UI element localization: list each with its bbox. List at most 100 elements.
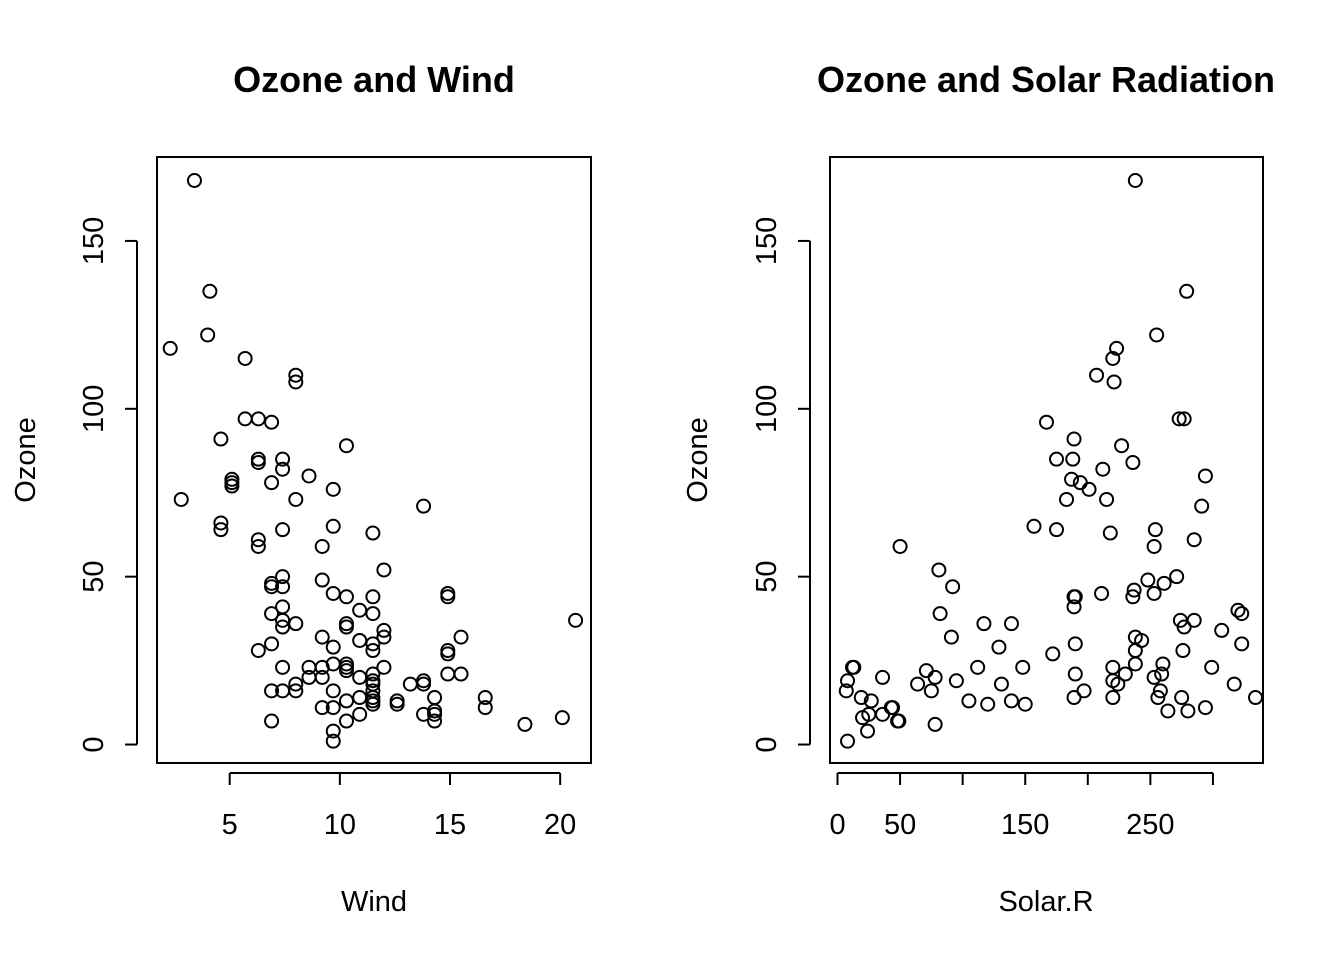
- data-point: [1125, 589, 1141, 605]
- data-point: [288, 374, 304, 390]
- data-point: [325, 723, 341, 739]
- data-point: [288, 491, 304, 507]
- data-point: [1175, 643, 1191, 659]
- data-point: [213, 522, 229, 538]
- data-point: [1059, 491, 1075, 507]
- data-point: [1234, 606, 1250, 622]
- data-point: [173, 491, 189, 507]
- data-point: [875, 669, 891, 685]
- data-point: [1109, 340, 1125, 356]
- data-point: [910, 676, 926, 692]
- y-axis: 0 50 100 150: [751, 217, 811, 753]
- chart-panel-wind: Ozone and Wind 5 10 15 20 0 50 100 150 Wind Oz…: [10, 59, 592, 918]
- data-point: [1146, 538, 1162, 554]
- data-point: [352, 669, 368, 685]
- data-point: [1194, 498, 1210, 514]
- data-point: [325, 481, 341, 497]
- data-point: [1247, 690, 1263, 706]
- data-point: [991, 639, 1007, 655]
- data-point: [1094, 585, 1110, 601]
- data-point: [338, 438, 354, 454]
- data-point: [389, 696, 405, 712]
- x-axis-label: Wind: [341, 886, 407, 918]
- data-point: [980, 696, 996, 712]
- data-point: [453, 666, 469, 682]
- plot-frame: [829, 156, 1264, 764]
- data-point: [568, 612, 584, 628]
- data-point: [860, 723, 876, 739]
- data-point: [1127, 173, 1143, 189]
- data-point: [1146, 585, 1162, 601]
- data-point: [376, 659, 392, 675]
- data-point: [1204, 659, 1220, 675]
- data-point: [931, 562, 947, 578]
- data-point: [365, 636, 381, 652]
- data-point: [314, 659, 330, 675]
- x-tick-label: 250: [1126, 809, 1174, 841]
- data-point: [846, 659, 862, 675]
- data-point: [1126, 582, 1142, 598]
- data-point: [1066, 431, 1082, 447]
- data-point: [1226, 676, 1242, 692]
- data-point: [1176, 411, 1192, 427]
- data-point: [1156, 575, 1172, 591]
- data-point: [1067, 589, 1083, 605]
- data-point: [250, 538, 266, 554]
- data-point: [275, 569, 291, 585]
- data-point: [961, 693, 977, 709]
- data-point: [1186, 532, 1202, 548]
- y-axis: 0 50 100 150: [78, 217, 138, 753]
- data-point: [376, 629, 392, 645]
- x-tick-label: 10: [324, 809, 356, 841]
- data-point: [427, 706, 443, 722]
- data-point: [365, 643, 381, 659]
- x-axis: 5 10 15 20: [222, 772, 576, 841]
- data-point: [1160, 703, 1176, 719]
- data-point: [338, 589, 354, 605]
- data-point: [338, 663, 354, 679]
- data-point: [338, 693, 354, 709]
- data-point: [554, 710, 570, 726]
- data-point: [288, 367, 304, 383]
- data-point: [853, 690, 869, 706]
- data-point: [440, 589, 456, 605]
- data-point: [1230, 602, 1246, 618]
- data-point: [1197, 700, 1213, 716]
- data-point: [1003, 693, 1019, 709]
- data-point: [325, 700, 341, 716]
- data-point: [314, 669, 330, 685]
- data-point: [1015, 659, 1031, 675]
- data-point: [1125, 455, 1141, 471]
- data-point: [1089, 367, 1105, 383]
- data-point: [1155, 656, 1171, 672]
- data-point: [1171, 411, 1187, 427]
- data-point: [365, 525, 381, 541]
- data-point: [325, 639, 341, 655]
- data-point: [1067, 666, 1083, 682]
- data-point: [162, 340, 178, 356]
- data-point: [427, 713, 443, 729]
- data-point: [1003, 616, 1019, 632]
- data-point: [250, 532, 266, 548]
- y-tick-label: 150: [751, 217, 783, 265]
- data-point: [1114, 438, 1130, 454]
- data-point: [1186, 612, 1202, 628]
- data-point: [314, 572, 330, 588]
- data-point: [275, 659, 291, 675]
- data-point: [1105, 690, 1121, 706]
- data-point: [1049, 451, 1065, 467]
- data-point: [1176, 619, 1192, 635]
- data-point: [288, 683, 304, 699]
- data-point: [1076, 683, 1092, 699]
- data-point: [264, 606, 280, 622]
- data-point: [976, 616, 992, 632]
- data-point: [1154, 666, 1170, 682]
- data-point: [1149, 327, 1165, 343]
- data-point: [250, 643, 266, 659]
- data-point: [1064, 471, 1080, 487]
- data-point: [1169, 569, 1185, 585]
- data-point: [1081, 481, 1097, 497]
- x-tick-label: 15: [434, 809, 466, 841]
- data-point: [1039, 414, 1054, 430]
- data-point: [1180, 703, 1196, 719]
